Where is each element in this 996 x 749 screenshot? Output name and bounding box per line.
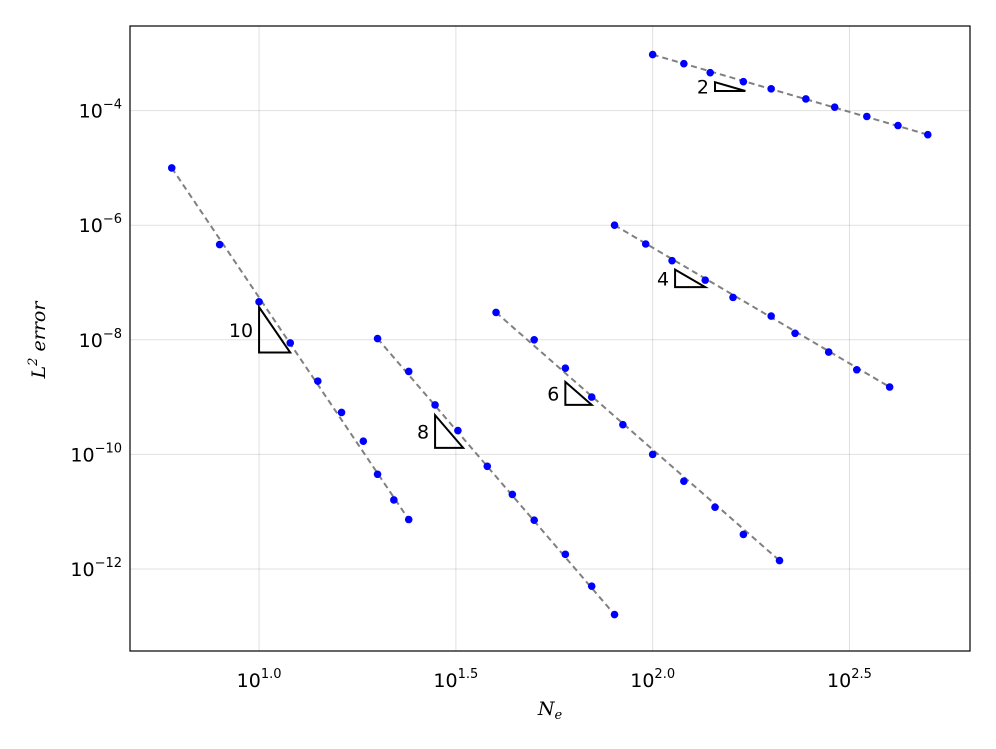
- slope-triangle: [258, 303, 293, 354]
- x-tick-label: 102.5: [827, 667, 872, 692]
- data-point: [885, 383, 894, 391]
- data-point: [561, 364, 570, 372]
- slope-triangle: [564, 379, 595, 406]
- data-point: [619, 420, 627, 429]
- data-point: [610, 610, 619, 619]
- data-point: [791, 329, 799, 338]
- data-point: [561, 550, 570, 559]
- data-point: [701, 276, 710, 284]
- slope-label: 6: [547, 383, 559, 405]
- data-point: [373, 334, 382, 343]
- x-tick-label: 101.0: [237, 667, 282, 692]
- data-point: [767, 312, 775, 320]
- data-point: [894, 121, 902, 130]
- data-point: [775, 556, 784, 565]
- x-axis-label: Ne: [537, 698, 563, 723]
- data-point: [706, 68, 714, 77]
- data-point: [255, 298, 263, 306]
- fit-line-order-4: [614, 224, 891, 388]
- data-point: [668, 256, 676, 265]
- data-point: [530, 335, 538, 344]
- data-point: [314, 377, 322, 385]
- data-point: [167, 164, 176, 172]
- data-point: [587, 582, 596, 591]
- data-point: [648, 50, 657, 59]
- y-tick-label: 10−8: [79, 327, 122, 352]
- data-points: [167, 50, 932, 619]
- data-point: [337, 408, 346, 417]
- fit-line-order-6: [495, 311, 781, 562]
- data-point: [530, 516, 538, 524]
- data-point: [483, 462, 492, 471]
- data-point: [852, 365, 861, 374]
- slope-label: 4: [657, 268, 669, 290]
- fit-lines: [170, 53, 929, 616]
- y-tick-label: 10−12: [70, 556, 122, 581]
- y-axis-label: L2 error: [26, 300, 50, 380]
- data-point: [454, 426, 462, 435]
- slope-label: 8: [417, 422, 429, 444]
- data-point: [802, 95, 810, 103]
- slope-markers: 10 8 6 4 2: [229, 77, 746, 449]
- data-point: [924, 130, 932, 139]
- data-point: [359, 437, 368, 445]
- data-point: [431, 401, 439, 409]
- y-tick-label: 10−6: [79, 212, 122, 237]
- data-point: [587, 393, 596, 401]
- y-tick-label: 10−10: [70, 441, 122, 466]
- plot-frame: [129, 25, 971, 652]
- data-point: [680, 477, 688, 486]
- data-point: [711, 503, 719, 511]
- slope-triangle: [434, 412, 466, 449]
- slope-triangle: [674, 267, 709, 289]
- x-tick-labels: 101.0 101.5 102.0 102.5: [237, 667, 872, 692]
- data-point: [739, 530, 748, 539]
- data-point: [404, 515, 413, 524]
- x-tick-label: 101.5: [433, 667, 478, 692]
- data-point: [863, 112, 871, 121]
- data-point: [824, 348, 833, 356]
- data-point: [767, 85, 775, 93]
- data-point: [404, 367, 413, 376]
- grid-lines: [130, 26, 970, 651]
- data-point: [648, 450, 657, 459]
- data-point: [286, 339, 295, 347]
- data-point: [739, 77, 748, 86]
- data-point: [680, 59, 688, 68]
- data-point: [830, 103, 839, 111]
- y-tick-label: 10−4: [79, 98, 122, 123]
- x-tick-label: 102.0: [630, 667, 675, 692]
- fit-line-order-2: [652, 53, 929, 136]
- y-tick-labels: 10−4 10−6 10−8 10−10 10−12: [70, 98, 122, 581]
- data-point: [215, 240, 224, 249]
- slope-label: 10: [229, 320, 253, 342]
- slope-label: 2: [697, 77, 709, 99]
- data-point: [373, 470, 382, 479]
- fit-line-order-8: [376, 337, 616, 616]
- data-point: [492, 308, 500, 317]
- data-point: [641, 240, 650, 248]
- data-point: [508, 490, 517, 499]
- data-point: [610, 221, 619, 230]
- data-point: [390, 496, 398, 504]
- slope-triangle: [714, 80, 746, 93]
- data-point: [729, 293, 737, 302]
